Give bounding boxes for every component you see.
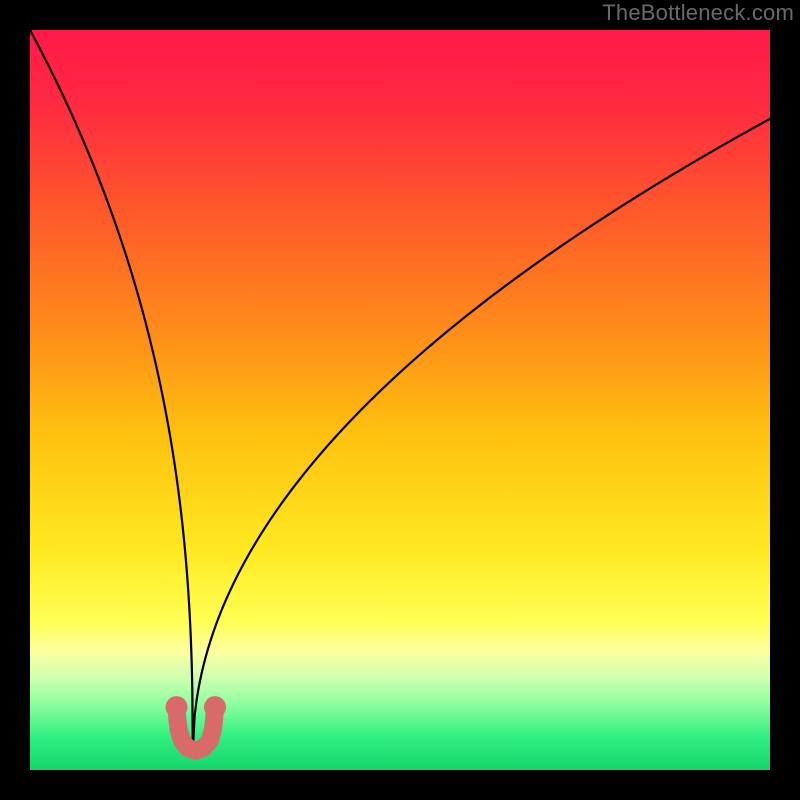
attribution-text: TheBottleneck.com [602,0,794,26]
dip-marker-endcap-right [204,696,226,718]
dip-marker-endcap-left [166,696,188,718]
chart-svg [0,0,800,800]
chart-stage: TheBottleneck.com [0,0,800,800]
gradient-background [30,30,770,770]
